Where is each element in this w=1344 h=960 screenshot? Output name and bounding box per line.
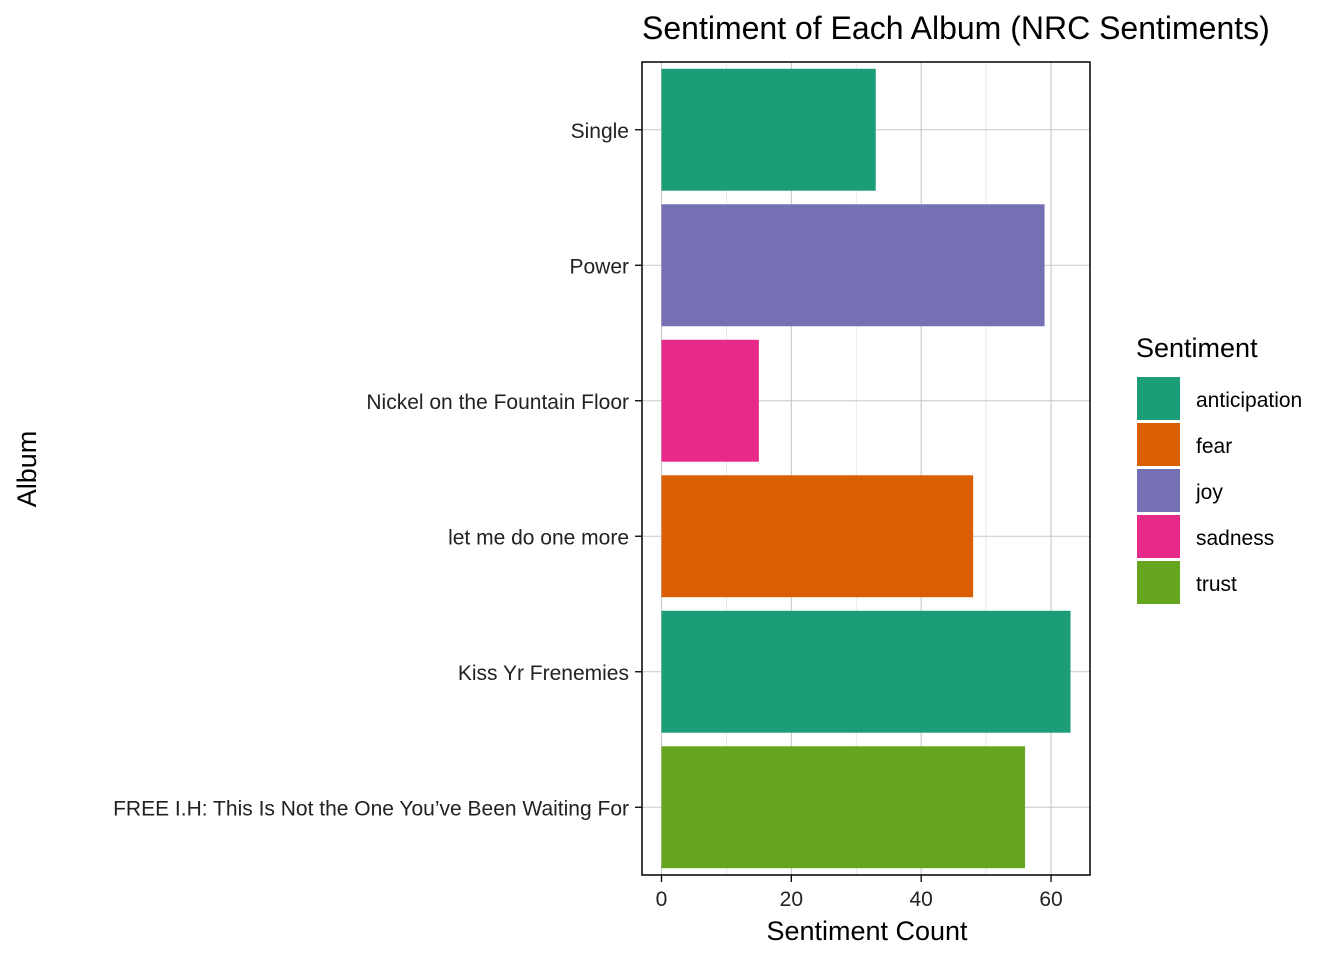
bar [661, 204, 1045, 327]
legend-key-anticipation [1137, 377, 1180, 420]
x-tick-label: 0 [656, 888, 668, 911]
legend-key-sadness [1137, 515, 1180, 558]
y-tick-label: let me do one more [448, 526, 629, 549]
x-tick-label: 60 [1039, 888, 1062, 911]
bar [661, 339, 759, 462]
y-tick-label: Single [571, 120, 629, 143]
bar [661, 746, 1026, 869]
x-axis-title: Sentiment Count [766, 916, 968, 946]
legend-label: trust [1196, 573, 1237, 596]
legend-title: Sentiment [1136, 333, 1258, 363]
chart-title: Sentiment of Each Album (NRC Sentiments) [642, 10, 1270, 46]
y-axis-title: Album [12, 431, 42, 508]
x-tick-label: 40 [910, 888, 933, 911]
legend-label: anticipation [1196, 389, 1302, 412]
legend-key-trust [1137, 561, 1180, 604]
legend-label: sadness [1196, 527, 1274, 550]
y-tick-label: Kiss Yr Frenemies [458, 662, 629, 685]
legend: Sentiment anticipation fear joy sadness trus… [1136, 333, 1302, 604]
y-tick-label: FREE I.H: This Is Not the One You’ve Bee… [113, 797, 629, 820]
legend-key-joy [1137, 469, 1180, 512]
y-axis: FREE I.H: This Is Not the One You’ve Bee… [113, 120, 642, 820]
legend-label: fear [1196, 435, 1232, 458]
x-axis: 0 20 40 60 [656, 875, 1063, 911]
plot-panel [641, 61, 1091, 876]
x-tick-label: 20 [780, 888, 803, 911]
bar [661, 68, 876, 191]
y-tick-label: Power [569, 255, 629, 278]
bar [661, 475, 974, 598]
y-tick-label: Nickel on the Fountain Floor [366, 391, 629, 414]
bars [661, 68, 1071, 869]
legend-label: joy [1195, 481, 1223, 504]
bar [661, 610, 1071, 733]
legend-key-fear [1137, 423, 1180, 466]
